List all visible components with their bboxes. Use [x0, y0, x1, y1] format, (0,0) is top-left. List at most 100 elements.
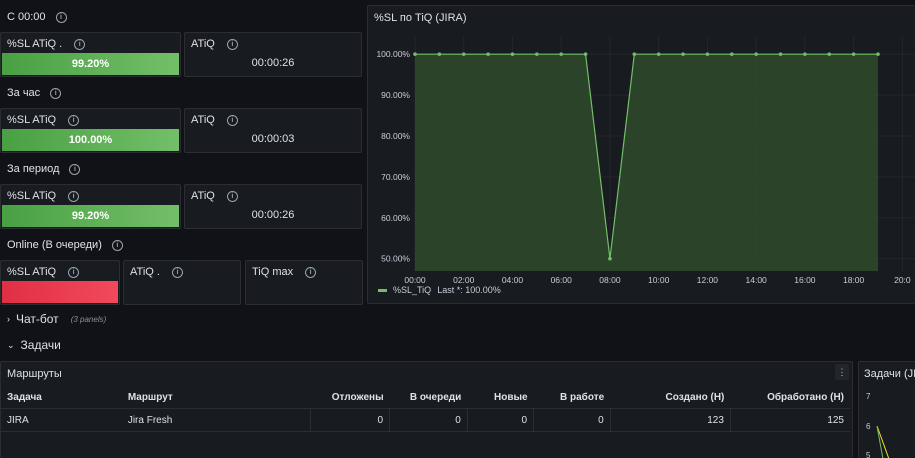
- row-title-label: С 00:00: [7, 11, 46, 23]
- panel-title: %SL ATiQ .: [7, 38, 63, 50]
- panel-title: %SL ATiQ: [7, 266, 57, 278]
- panel-sl-atiq-3: %SL ATiQ i 99.20%: [0, 184, 181, 229]
- series-line: [415, 53, 878, 259]
- data-point: [803, 52, 807, 56]
- data-point: [559, 52, 564, 56]
- series-line: [876, 425, 884, 458]
- x-tick-label: 00:00: [404, 275, 426, 285]
- y-tick-label: 70.00%: [381, 172, 410, 182]
- data-point: [729, 52, 734, 56]
- panel-title: %SL ATiQ: [7, 114, 57, 126]
- panel-title: ATiQ: [191, 190, 215, 202]
- data-point: [656, 52, 661, 56]
- info-icon[interactable]: i: [305, 266, 317, 278]
- row-chatbot[interactable]: › Чат-бот (3 panels): [7, 312, 106, 326]
- panel-online-tiq-max: TiQ max i: [245, 260, 363, 305]
- atiq-value: 00:00:26: [251, 57, 295, 69]
- sl-value-bar: 99.20%: [2, 205, 179, 227]
- chevron-right-icon: ›: [7, 314, 10, 324]
- info-icon[interactable]: i: [74, 38, 86, 50]
- table-row[interactable]: JIRA Jira Fresh 0 0 0 0 123 125: [1, 408, 850, 432]
- x-tick-label: 14:00: [746, 275, 768, 285]
- column-header[interactable]: Маршрут: [121, 386, 311, 409]
- info-icon[interactable]: i: [171, 266, 183, 278]
- panel-atiq-3: ATiQ i 00:00:26: [184, 184, 362, 229]
- panel-title: TiQ max: [252, 266, 294, 278]
- data-point: [778, 52, 783, 56]
- row-title-since-midnight[interactable]: С 00:00 i: [7, 11, 67, 23]
- data-point: [535, 52, 539, 56]
- x-tick-label: 04:00: [502, 275, 524, 285]
- table-cell: 125: [730, 408, 850, 432]
- row-title-label: За час: [7, 87, 41, 99]
- x-tick-label: 08:00: [599, 275, 621, 285]
- row-title-hour[interactable]: За час i: [7, 87, 62, 99]
- row-title-label: Online (В очереди): [7, 239, 102, 251]
- sl-value-bar: 100.00%: [2, 129, 179, 151]
- panel-atiq-2: ATiQ i 00:00:03: [184, 108, 362, 153]
- panel-title: ATiQ .: [130, 266, 160, 278]
- x-tick-label: 06:00: [551, 275, 573, 285]
- tasks-chart-panel: Задачи (JIR 7 6 5: [858, 361, 915, 458]
- table-cell: 0: [389, 408, 468, 432]
- series-line: [876, 425, 890, 458]
- info-icon[interactable]: i: [69, 163, 81, 175]
- column-header[interactable]: Новые: [467, 386, 534, 409]
- y-tick-label: 7: [866, 392, 871, 401]
- panel-online-atiq: ATiQ . i: [123, 260, 241, 305]
- info-icon[interactable]: i: [50, 87, 62, 99]
- legend-last-value: Last *: 100.00%: [437, 285, 501, 295]
- panel-atiq-1: ATiQ i 00:00:26: [184, 32, 362, 77]
- series-area: [415, 54, 878, 271]
- row-panel-count: (3 panels): [70, 314, 107, 324]
- table-cell: 0: [533, 408, 611, 432]
- chart-legend[interactable]: %SL_TiQ Last *: 100.00%: [378, 285, 501, 295]
- x-tick-label: 10:00: [648, 275, 670, 285]
- data-point: [876, 52, 880, 56]
- tasks-mini-chart[interactable]: 7 6 5: [859, 362, 915, 458]
- data-point: [437, 52, 442, 56]
- table-header-row: Задача Маршрут Отложены В очереди Новые В раб…: [1, 386, 850, 409]
- column-header[interactable]: Обработано (Н): [730, 386, 850, 409]
- y-tick-label: 60.00%: [381, 213, 410, 223]
- line-chart[interactable]: 100.00% 90.00% 80.00% 70.00% 60.00% 50.00% 00:…: [368, 6, 915, 305]
- legend-series-name: %SL_TiQ: [393, 285, 432, 295]
- panel-title: ATiQ: [191, 114, 215, 126]
- row-title-online[interactable]: Online (В очереди) i: [7, 239, 123, 251]
- info-icon[interactable]: i: [68, 190, 80, 202]
- panel-sl-atiq-2: %SL ATiQ i 100.00%: [0, 108, 181, 153]
- info-icon[interactable]: i: [68, 114, 80, 126]
- info-icon[interactable]: i: [226, 38, 238, 50]
- panel-sl-atiq-1: %SL ATiQ . i 99.20%: [0, 32, 181, 77]
- data-point: [583, 52, 588, 56]
- info-icon[interactable]: i: [226, 114, 238, 126]
- data-point: [705, 52, 710, 56]
- row-title-label: Чат-бот: [16, 312, 59, 326]
- row-title-label: Задачи: [20, 338, 61, 352]
- routes-panel: Маршруты ⋮ Задача Маршрут Отложены В очеред…: [0, 361, 853, 458]
- panel-menu-icon[interactable]: ⋮: [835, 364, 849, 380]
- data-point: [827, 52, 832, 56]
- column-header[interactable]: Отложены: [310, 386, 390, 409]
- column-header[interactable]: Задача: [1, 386, 122, 409]
- row-tasks[interactable]: ⌄ Задачи: [7, 338, 61, 352]
- info-icon[interactable]: i: [111, 239, 123, 251]
- legend-swatch: [378, 288, 387, 292]
- panel-title: Задачи (JIR: [864, 368, 915, 380]
- data-point: [851, 52, 856, 56]
- panel-title: ATiQ: [191, 38, 215, 50]
- routes-table: Задача Маршрут Отложены В очереди Новые В раб…: [1, 386, 850, 432]
- x-tick-label: 20:0: [894, 275, 911, 285]
- y-tick-label: 100.00%: [376, 49, 410, 59]
- y-tick-label: 90.00%: [381, 90, 410, 100]
- column-header[interactable]: В очереди: [389, 386, 468, 409]
- table-cell: 0: [310, 408, 391, 432]
- info-icon[interactable]: i: [68, 266, 80, 278]
- column-header[interactable]: В работе: [533, 386, 611, 409]
- row-title-period[interactable]: За период i: [7, 163, 81, 175]
- info-icon[interactable]: i: [226, 190, 238, 202]
- info-icon[interactable]: i: [55, 11, 67, 23]
- x-tick-label: 12:00: [697, 275, 719, 285]
- panel-title: %SL ATiQ: [7, 190, 57, 202]
- column-header[interactable]: Создано (Н): [610, 386, 731, 409]
